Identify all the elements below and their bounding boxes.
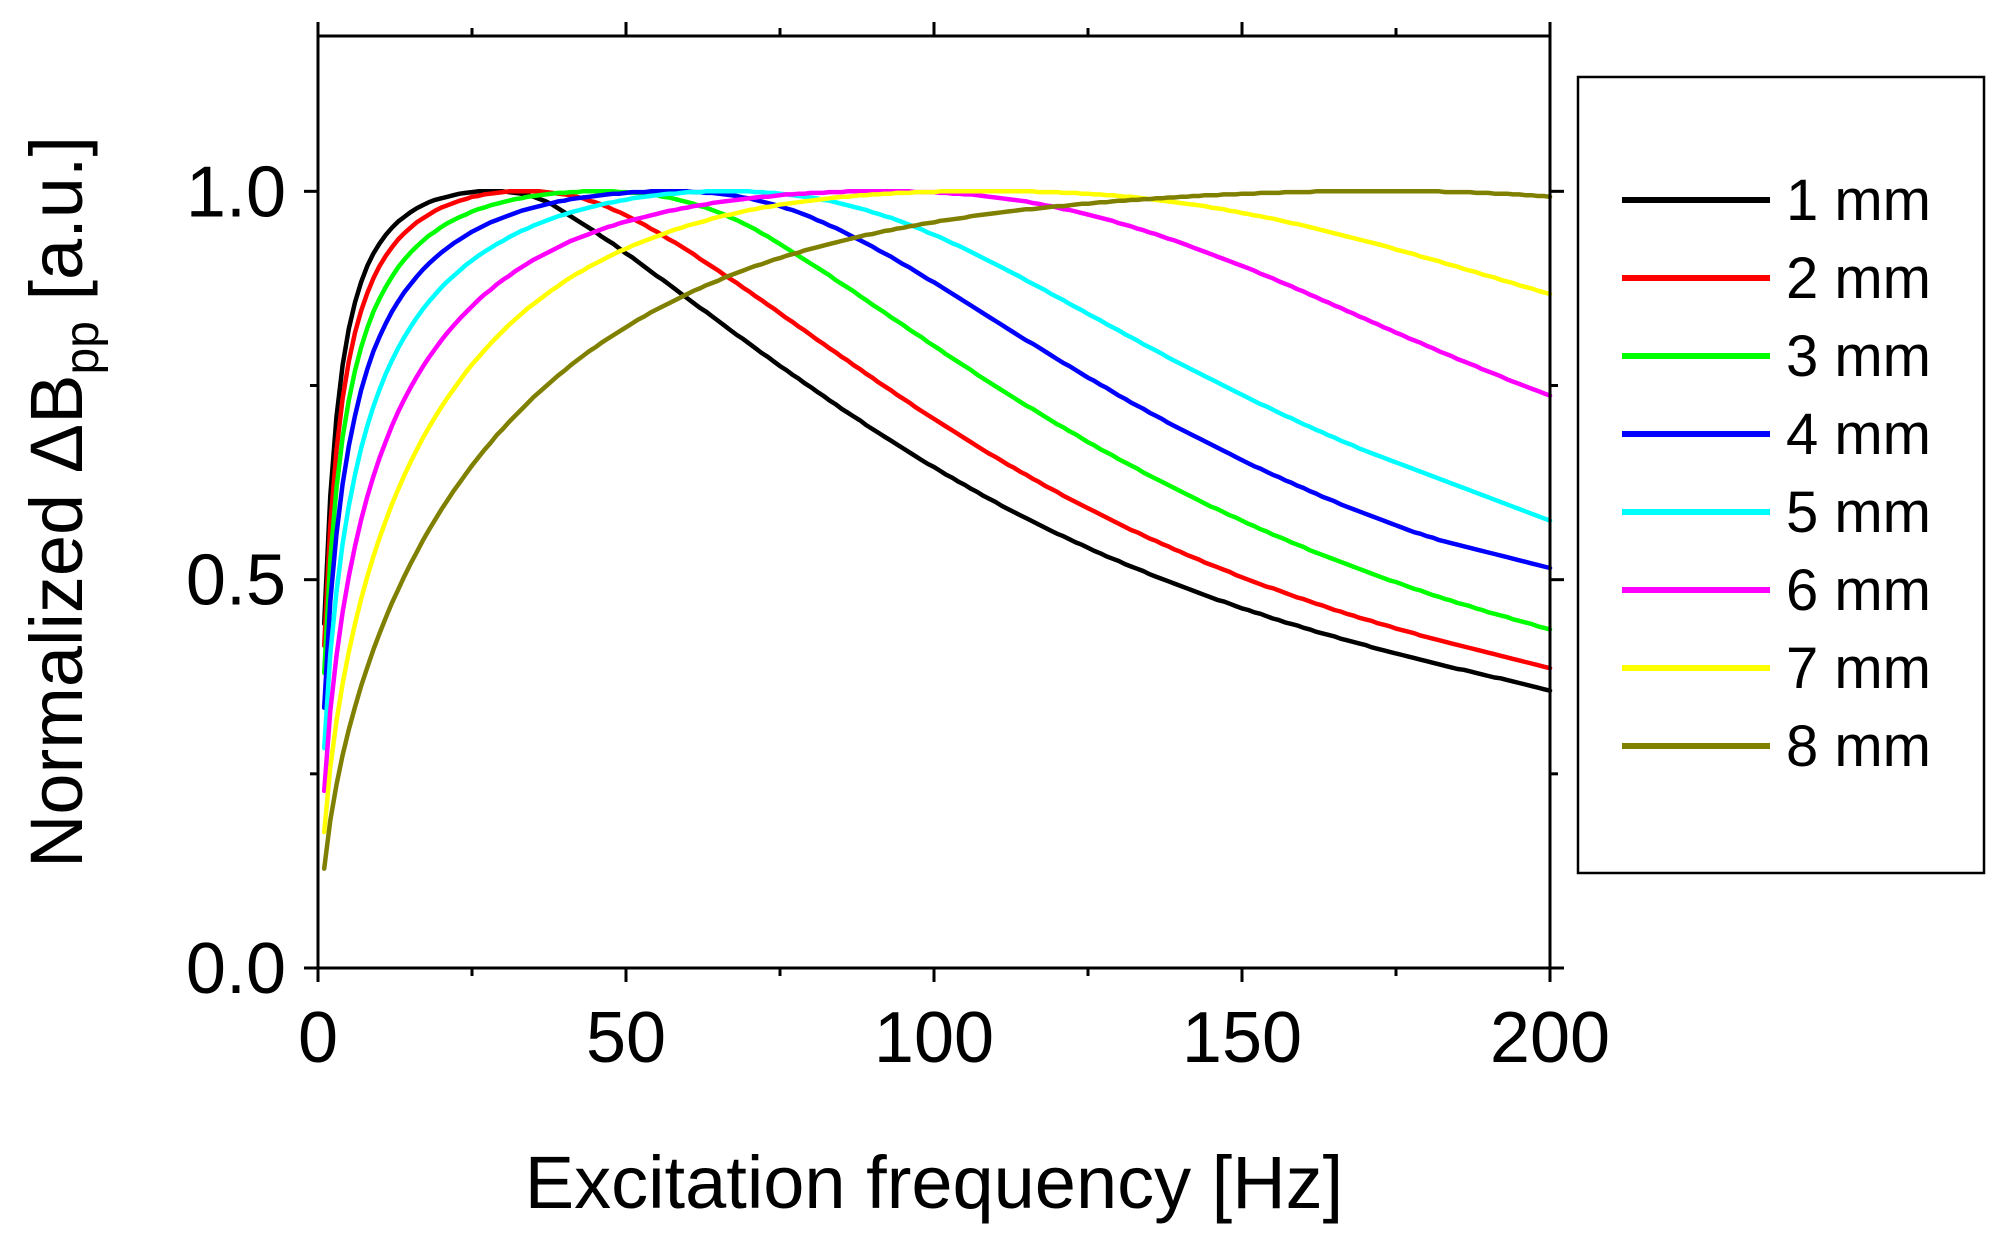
legend — [1576, 75, 1986, 875]
legend-label: 1 mm — [1786, 168, 1931, 233]
y-axis-title-subscript: pp — [56, 321, 109, 374]
x-tick-label: 100 — [874, 998, 994, 1078]
plot-lines — [321, 189, 1553, 871]
y-tick-label: 0.5 — [186, 541, 286, 621]
x-tick-label: 0 — [298, 998, 338, 1078]
series-line-7 — [321, 189, 1553, 835]
y-axis-title: Normalized ΔBpp [a.u.] — [15, 136, 109, 868]
legend-label: 4 mm — [1786, 402, 1931, 467]
legend-label: 6 mm — [1786, 558, 1931, 623]
series-line-3 — [321, 189, 1553, 676]
series-line-4 — [321, 189, 1553, 711]
legend-label: 7 mm — [1786, 636, 1931, 701]
y-tick-label: 0.0 — [186, 929, 286, 1009]
series-line-8 — [321, 189, 1553, 871]
axis-ticks — [304, 22, 1564, 982]
x-tick-label: 50 — [586, 998, 666, 1078]
legend-label: 8 mm — [1786, 714, 1931, 779]
tick-labels: 0 50 100 150 200 0.0 0.5 1.0 — [186, 152, 1610, 1078]
series-line-5 — [321, 189, 1553, 751]
legend-label: 3 mm — [1786, 324, 1931, 389]
y-axis-title-prefix: Normalized ΔB — [15, 374, 98, 868]
x-tick-label: 150 — [1182, 998, 1302, 1078]
legend-items: 1 mm 2 mm 3 mm 4 mm 5 mm 6 mm 7 mm 8 mm — [1622, 168, 1931, 779]
legend-label: 2 mm — [1786, 246, 1931, 311]
y-tick-label: 1.0 — [186, 152, 286, 232]
x-tick-label: 200 — [1490, 998, 1610, 1078]
x-axis-title: Excitation frequency [Hz] — [525, 1141, 1343, 1224]
legend-label: 5 mm — [1786, 480, 1931, 545]
plot-area-frame — [316, 34, 1552, 970]
series-line-6 — [321, 189, 1553, 794]
series-line-1 — [321, 189, 1553, 693]
y-axis-title-suffix: [a.u.] — [15, 136, 98, 321]
series-line-2 — [321, 189, 1553, 671]
